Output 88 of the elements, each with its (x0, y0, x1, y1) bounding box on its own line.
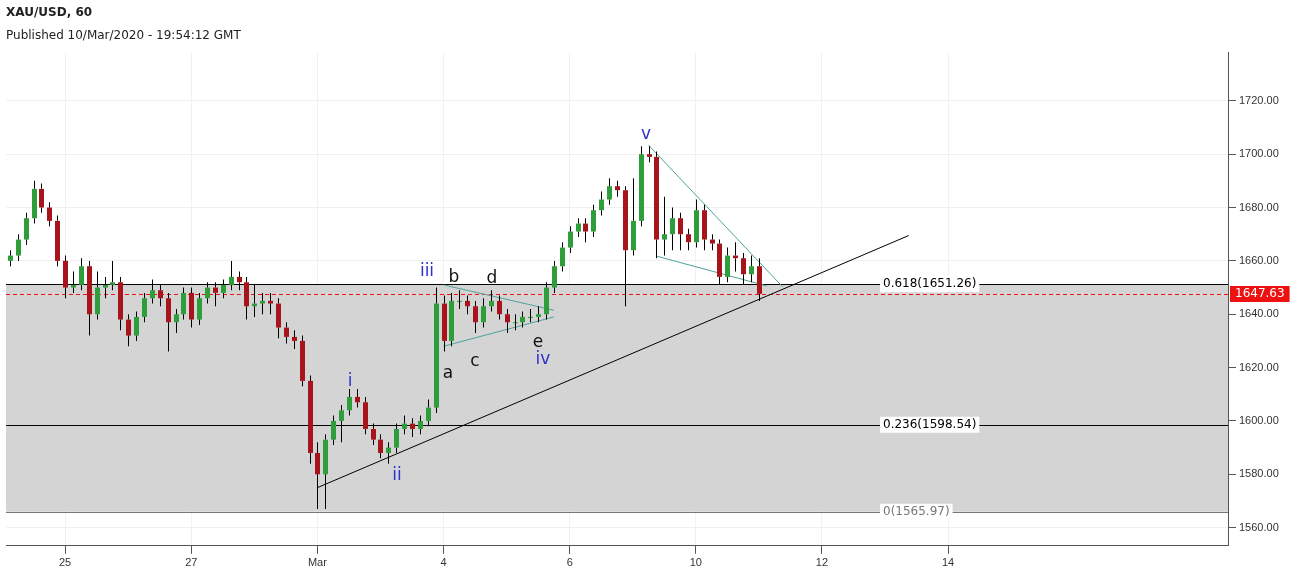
candlestick (47, 202, 52, 227)
candlestick (347, 388, 352, 416)
candlestick (142, 292, 147, 323)
candlestick (197, 292, 202, 325)
candlestick (355, 388, 360, 408)
candlestick (32, 180, 37, 224)
candlestick (694, 199, 699, 248)
candlestick (126, 314, 131, 347)
x-tick-label: 25 (59, 556, 72, 569)
candlestick (16, 234, 21, 261)
x-tick-label: 4 (440, 556, 447, 569)
candlestick (536, 306, 541, 323)
candlestick (631, 178, 636, 256)
candlestick (560, 242, 565, 272)
candlestick (300, 335, 305, 387)
annotation: iii (419, 260, 435, 281)
candlestick (647, 146, 652, 163)
candlestick (489, 290, 494, 312)
chart-title: XAU/USD, 60 (6, 5, 93, 20)
candlestick (276, 298, 281, 339)
candlestick (55, 215, 60, 267)
annotation: c (470, 350, 480, 371)
candlestick (134, 311, 139, 341)
y-tick-label: 1720.00 (1239, 93, 1279, 106)
candlestick (520, 311, 525, 328)
candlestick (591, 204, 596, 237)
candlestick (615, 180, 620, 197)
candlestick (639, 146, 644, 227)
candlestick (576, 218, 581, 237)
candlestick (749, 255, 754, 283)
annotation: b (448, 266, 460, 287)
candlestick (599, 191, 604, 216)
annotation: i (347, 370, 353, 391)
candlestick (481, 298, 486, 328)
annotation: iv (535, 348, 551, 369)
candlestick (583, 218, 588, 243)
ref-line-label: 0.236(1598.54) (883, 416, 977, 431)
candlestick (607, 178, 612, 205)
candlestick (568, 226, 573, 253)
candlestick (378, 434, 383, 459)
candlestick (725, 247, 730, 283)
candlestick (449, 292, 454, 347)
x-tick-label: 27 (185, 556, 198, 569)
annotation: d (486, 267, 498, 288)
candlestick (442, 295, 447, 352)
chart-subtitle: Published 10/Mar/2020 - 19:54:12 GMT (6, 27, 242, 42)
candlestick (654, 151, 659, 259)
candlestick (268, 292, 273, 315)
candlestick (686, 228, 691, 251)
candlestick (702, 204, 707, 251)
x-tick-label: Mar (307, 556, 328, 569)
y-tick-label: 1620.00 (1239, 360, 1279, 373)
candlestick (465, 295, 470, 315)
candlestick (260, 292, 265, 315)
annotation: ii (392, 464, 402, 485)
y-tick-label: 1660.00 (1239, 253, 1279, 266)
annotation: v (640, 123, 652, 144)
ref-line-label: 1647.63 (1235, 286, 1285, 301)
candlestick (505, 308, 510, 333)
candlestick (8, 250, 13, 267)
y-tick-label: 1600.00 (1239, 413, 1279, 426)
ref-line-label: 0(1565.97) (883, 503, 950, 518)
y-tick-label: 1640.00 (1239, 307, 1279, 320)
candlestick (174, 308, 179, 333)
candlestick (284, 322, 289, 344)
candlestick (39, 183, 44, 213)
ref-line-label: 0.618(1651.26) (883, 276, 977, 291)
x-tick-label: 6 (566, 556, 573, 569)
x-tick-label: 10 (689, 556, 702, 569)
x-tick-label: 12 (815, 556, 829, 569)
candlestick (189, 287, 194, 328)
candlestick (670, 207, 675, 251)
candlestick (24, 212, 29, 245)
annotation: a (442, 362, 454, 383)
y-tick-label: 1580.00 (1239, 467, 1279, 480)
candlestick (473, 300, 478, 333)
candlestick (166, 292, 171, 352)
candlestick (181, 287, 186, 320)
candlestick (386, 442, 391, 464)
y-tick-label: 1700.00 (1239, 147, 1279, 160)
x-tick-label: 14 (942, 556, 955, 569)
y-tick-label: 1560.00 (1239, 520, 1279, 533)
candlestick (434, 287, 439, 413)
candlestick (662, 196, 667, 256)
candlestick (292, 330, 297, 349)
y-tick-label: 1680.00 (1239, 200, 1279, 213)
candlestick (497, 295, 502, 320)
candlestick (678, 212, 683, 251)
